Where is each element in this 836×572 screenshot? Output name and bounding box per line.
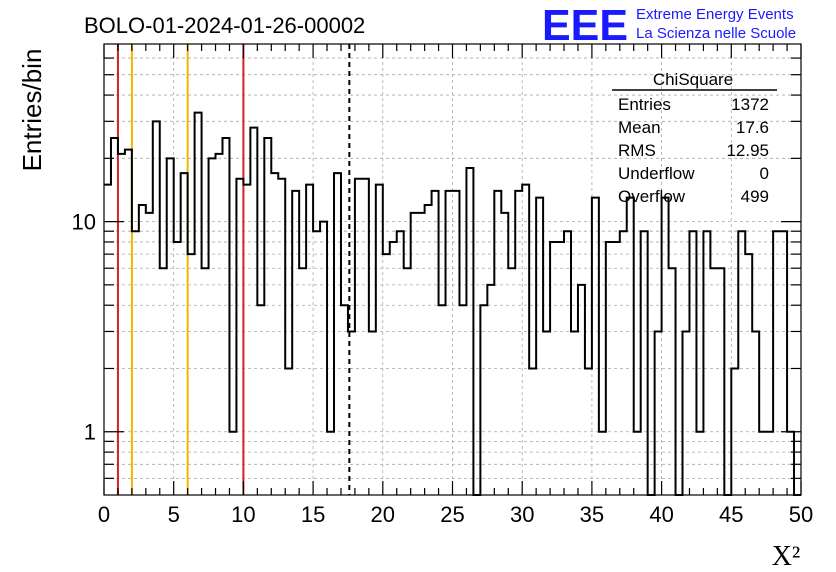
x-tick-label: 30 — [510, 502, 534, 527]
stats-title: ChiSquare — [653, 70, 733, 89]
axis-ticks — [103, 44, 802, 495]
x-tick-label: 15 — [301, 502, 325, 527]
logo-line1: Extreme Energy Events — [636, 6, 794, 23]
stats-box: ChiSquare Entries 1372 Mean 17.6 RMS 12.… — [612, 70, 777, 206]
x-tick-label: 0 — [98, 502, 110, 527]
chart-title: BOLO-01-2024-01-26-00002 — [84, 13, 365, 38]
y-tick-label: 1 — [84, 420, 96, 445]
y-axis-label: Entries/bin — [17, 49, 47, 172]
stats-value-underflow: 0 — [760, 164, 769, 183]
x-tick-label: 25 — [440, 502, 464, 527]
logo-mark: EEE — [542, 1, 628, 50]
tick-labels: 0 5 10 15 20 25 30 35 40 45 50 1 10 — [72, 210, 814, 527]
stats-value-entries: 1372 — [731, 95, 769, 114]
x-tick-label: 20 — [371, 502, 395, 527]
stats-label-underflow: Underflow — [618, 164, 695, 183]
stats-label-rms: RMS — [618, 141, 656, 160]
stats-label-overflow: Overflow — [618, 187, 686, 206]
x-tick-label: 5 — [168, 502, 180, 527]
y-tick-label: 10 — [72, 210, 96, 235]
x-tick-label: 50 — [789, 502, 813, 527]
x-axis-label: X² — [772, 541, 801, 572]
x-tick-label: 45 — [719, 502, 743, 527]
stats-value-rms: 12.95 — [726, 141, 769, 160]
stats-label-entries: Entries — [618, 95, 671, 114]
logo-line2: La Scienza nelle Scuole — [636, 25, 796, 42]
stats-value-mean: 17.6 — [736, 118, 769, 137]
x-tick-label: 10 — [231, 502, 255, 527]
stats-value-overflow: 499 — [741, 187, 769, 206]
cut-lines — [116, 44, 351, 495]
stats-label-mean: Mean — [618, 118, 661, 137]
grid-lines — [104, 44, 801, 495]
eee-logo: EEE Extreme Energy Events La Scienza nel… — [542, 1, 796, 50]
x-tick-label: 40 — [649, 502, 673, 527]
x-tick-label: 35 — [580, 502, 604, 527]
